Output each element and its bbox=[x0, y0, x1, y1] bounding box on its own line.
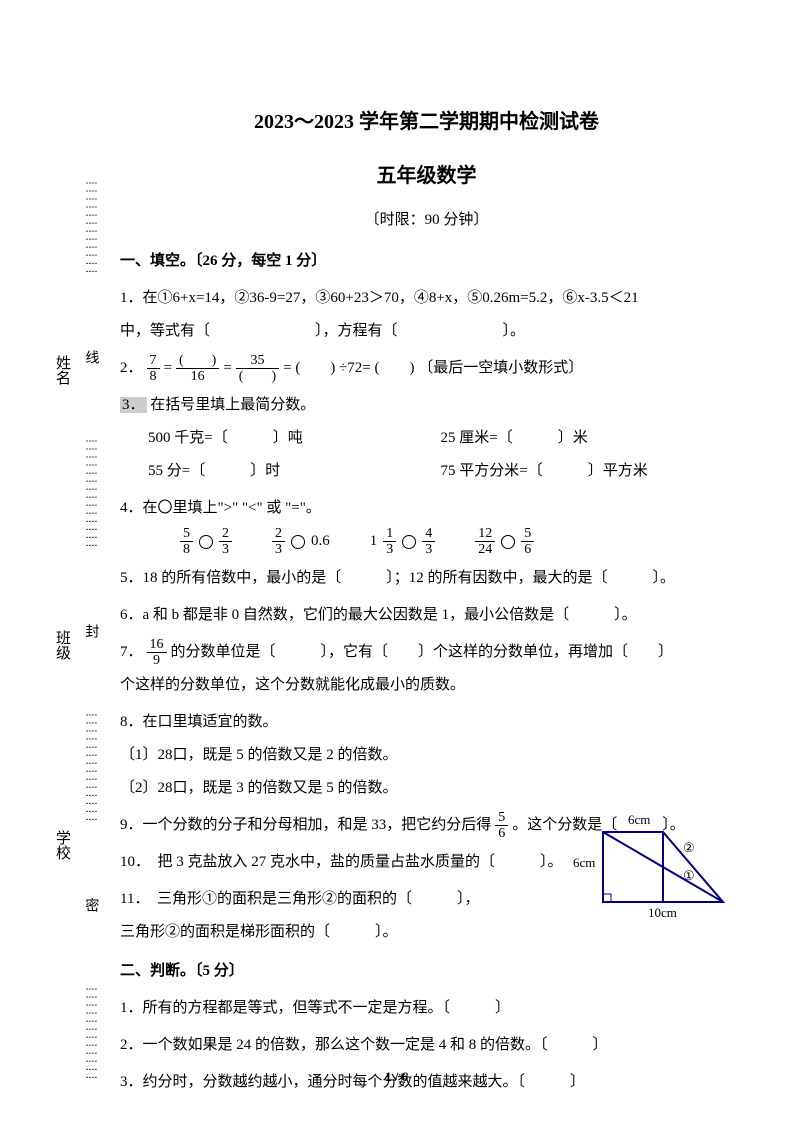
seal-feng-label: 封 bbox=[75, 620, 106, 642]
question-3-label: 3． bbox=[120, 397, 147, 413]
question-4-comp-1: 58 23 bbox=[180, 526, 232, 558]
equals-sign: = bbox=[164, 352, 172, 385]
question-1-line-b: 中，等式有〔 〕，方程有〔 〕。 bbox=[120, 315, 733, 348]
question-8-text: 8．在口里填适宜的数。 bbox=[120, 706, 733, 739]
figure-top-label: 6cm bbox=[628, 812, 650, 827]
page-title: 2023～2023 学年第二学期期中检测试卷 bbox=[120, 100, 733, 144]
question-2-label: 2． bbox=[120, 352, 143, 385]
question-2-tail: = ( ) ÷72= ( ) 〔最后一空填小数形式〕 bbox=[283, 352, 583, 385]
question-8-r2: 〔2〕28口，既是 3 的倍数又是 5 的倍数。 bbox=[120, 772, 733, 805]
question-11: 11． 三角形①的面积是三角形②的面积的〔 〕， 三角形②的面积是梯形面积的〔 … bbox=[120, 883, 540, 949]
question-6: 6．a 和 b 都是非 0 自然数，它们的最大公因数是 1，最小公倍数是〔 〕。 bbox=[120, 599, 733, 632]
question-1: 1．在①6+x=14，②36-9=27，③60+23＞70，④8+x，⑤0.26… bbox=[120, 282, 733, 348]
question-2-frac-blank-1: ( ) 16 bbox=[176, 353, 219, 385]
question-7-label: 7． bbox=[120, 636, 143, 669]
question-3-r1a: 500 千克=〔 〕吨 bbox=[148, 422, 441, 455]
equals-sign: = bbox=[223, 352, 231, 385]
question-4-comp-4: 1224 56 bbox=[475, 526, 534, 558]
page-number: 1 / 6 bbox=[0, 1063, 793, 1092]
question-3: 3． 在括号里填上最简分数。 500 千克=〔 〕吨 25 厘米=〔 〕米 55… bbox=[120, 389, 733, 488]
question-4-comp-2: 23 0.6 bbox=[272, 525, 330, 558]
section-1-heading: 一、填空。〔26 分，每空 1 分〕 bbox=[120, 245, 733, 278]
binding-edge: ┊┊┊┊┊┊┊┊┊┊┊┊ 线 ┊┊┊┊┊┊┊┊┊┊┊┊┊┊ 封 ┊┊┊┊┊┊┊┊… bbox=[75, 180, 105, 1082]
compare-circle bbox=[402, 535, 416, 549]
question-3-r2b: 75 平方分米=〔 〕平方米 bbox=[441, 455, 734, 488]
trapezoid-figure: 6cm 6cm 10cm ② ① bbox=[573, 812, 743, 935]
figure-bottom-label: 10cm bbox=[648, 905, 677, 920]
figure-region-2: ② bbox=[683, 840, 695, 855]
question-8: 8．在口里填适宜的数。 〔1〕28口，既是 5 的倍数又是 2 的倍数。 〔2〕… bbox=[120, 706, 733, 805]
compare-circle bbox=[291, 535, 305, 549]
judge-1: 1．所有的方程都是等式，但等式不一定是方程。〔 〕 bbox=[120, 992, 733, 1025]
question-11-text-a: 11． 三角形①的面积是三角形②的面积的〔 〕， bbox=[120, 883, 540, 916]
seal-mi-label: 密 bbox=[75, 894, 106, 916]
question-4-comp-3: 1 13 43 bbox=[370, 525, 436, 558]
student-name-label: 姓名 bbox=[45, 355, 78, 385]
binding-dots: ┊┊┊┊┊┊┊┊┊┊┊┊┊┊ bbox=[85, 438, 95, 550]
question-7-frac: 16 9 bbox=[147, 637, 167, 669]
binding-dots: ┊┊┊┊┊┊┊┊┊┊┊┊┊┊ bbox=[85, 712, 95, 824]
question-1-line-a: 1．在①6+x=14，②36-9=27，③60+23＞70，④8+x，⑤0.26… bbox=[120, 282, 733, 315]
question-4-text: 4．在〇里填上">" "<" 或 "="。 bbox=[120, 492, 733, 525]
page-subject: 五年级数学 bbox=[120, 154, 733, 198]
question-2-frac-blank-2: 35 ( ) bbox=[236, 353, 279, 385]
figure-left-label: 6cm bbox=[573, 855, 595, 870]
question-3-text: 在括号里填上最简分数。 bbox=[150, 397, 315, 413]
compare-circle bbox=[199, 535, 213, 549]
question-5: 5．18 的所有倍数中，最小的是〔 〕；12 的所有因数中，最大的是〔 〕。 bbox=[120, 562, 733, 595]
compare-circle bbox=[501, 535, 515, 549]
question-11-text-b: 三角形②的面积是梯形面积的〔 〕。 bbox=[120, 916, 540, 949]
question-8-r1: 〔1〕28口，既是 5 的倍数又是 2 的倍数。 bbox=[120, 739, 733, 772]
question-7-text-a: 的分数单位是〔 〕，它有〔 〕个这样的分数单位，再增加〔 〕 bbox=[171, 636, 674, 669]
judge-2: 2．一个数如果是 24 的倍数，那么这个数一定是 4 和 8 的倍数。〔 〕 bbox=[120, 1029, 733, 1062]
question-4: 4．在〇里填上">" "<" 或 "="。 58 23 23 0.6 1 13 … bbox=[120, 492, 733, 558]
trapezoid-svg: 6cm 6cm 10cm ② ① bbox=[573, 812, 743, 922]
student-class-label: 班级 bbox=[45, 630, 78, 660]
time-limit: 〔时限：90 分钟〕 bbox=[120, 204, 733, 237]
question-2-frac-1: 7 8 bbox=[147, 353, 160, 385]
binding-dots: ┊┊┊┊┊┊┊┊┊┊┊┊ bbox=[85, 180, 95, 276]
figure-region-1: ① bbox=[683, 868, 695, 883]
seal-line-label: 线 bbox=[75, 346, 106, 368]
student-school-label: 学校 bbox=[45, 830, 78, 860]
question-9-text: 9．一个分数的分子和分母相加，和是 33，把它约分后得 bbox=[120, 809, 491, 842]
question-3-r1b: 25 厘米=〔 〕米 bbox=[441, 422, 734, 455]
question-7-text-b: 个这样的分数单位，这个分数就能化成最小的质数。 bbox=[120, 669, 733, 702]
question-7: 7． 16 9 的分数单位是〔 〕，它有〔 〕个这样的分数单位，再增加〔 〕 个… bbox=[120, 636, 733, 702]
question-3-r2a: 55 分=〔 〕时 bbox=[148, 455, 441, 488]
question-9-frac: 5 6 bbox=[495, 810, 508, 842]
section-2-heading: 二、判断。〔5 分〕 bbox=[120, 955, 733, 988]
question-2: 2． 7 8 = ( ) 16 = 35 ( ) = ( ) ÷72= ( ) … bbox=[120, 352, 733, 385]
